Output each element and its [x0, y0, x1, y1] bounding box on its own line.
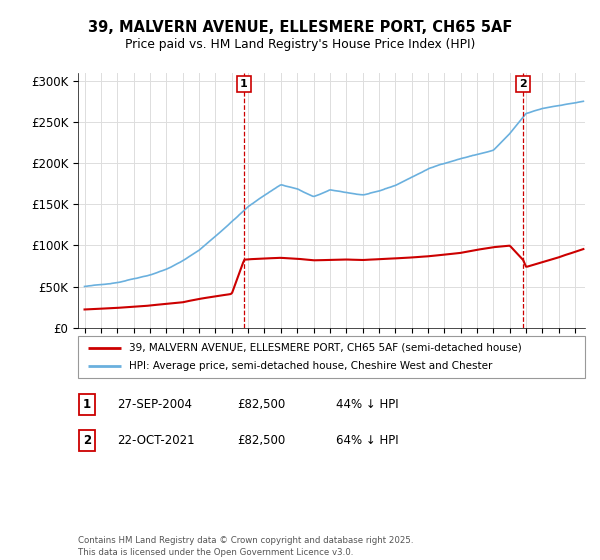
Text: Price paid vs. HM Land Registry's House Price Index (HPI): Price paid vs. HM Land Registry's House …: [125, 38, 475, 51]
Text: Contains HM Land Registry data © Crown copyright and database right 2025.
This d: Contains HM Land Registry data © Crown c…: [78, 536, 413, 557]
Text: 2: 2: [83, 434, 91, 447]
Text: 1: 1: [83, 398, 91, 411]
Text: 64% ↓ HPI: 64% ↓ HPI: [336, 434, 398, 447]
Text: 2: 2: [519, 79, 527, 89]
Text: £82,500: £82,500: [237, 398, 285, 411]
FancyBboxPatch shape: [78, 336, 585, 378]
Text: HPI: Average price, semi-detached house, Cheshire West and Chester: HPI: Average price, semi-detached house,…: [128, 361, 492, 371]
Text: 44% ↓ HPI: 44% ↓ HPI: [336, 398, 398, 411]
Text: 1: 1: [240, 79, 248, 89]
Text: 22-OCT-2021: 22-OCT-2021: [117, 434, 194, 447]
Text: 39, MALVERN AVENUE, ELLESMERE PORT, CH65 5AF: 39, MALVERN AVENUE, ELLESMERE PORT, CH65…: [88, 20, 512, 35]
Text: 39, MALVERN AVENUE, ELLESMERE PORT, CH65 5AF (semi-detached house): 39, MALVERN AVENUE, ELLESMERE PORT, CH65…: [128, 343, 521, 353]
Text: 27-SEP-2004: 27-SEP-2004: [117, 398, 192, 411]
Text: £82,500: £82,500: [237, 434, 285, 447]
